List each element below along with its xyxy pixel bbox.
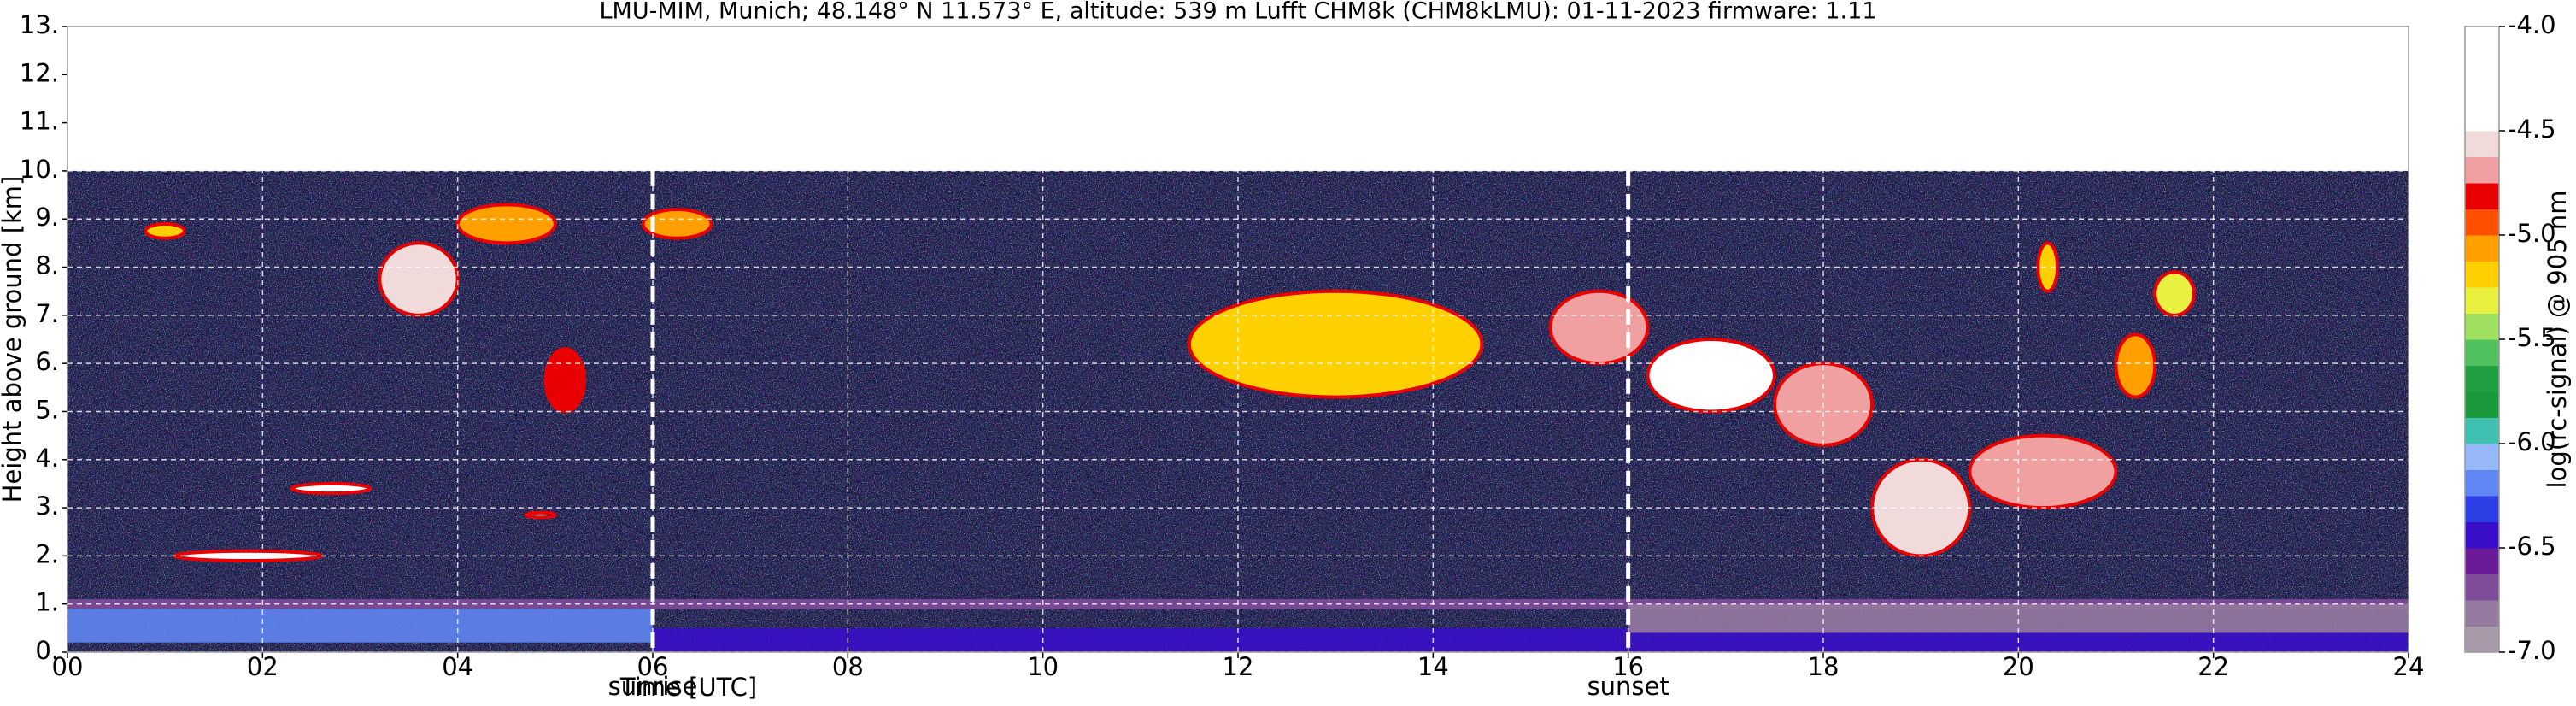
colorbar-segment: [2465, 52, 2499, 79]
x-tick-label: 22: [2198, 652, 2229, 681]
colorbar-tick-label: -5.5: [2508, 323, 2556, 352]
y-tick-label: 8.: [35, 251, 59, 280]
y-tick-label: 7.: [35, 299, 59, 328]
x-tick-label: 06: [637, 652, 669, 681]
colorbar-segment: [2465, 235, 2499, 262]
x-tick-label: 20: [2003, 652, 2034, 681]
colorbar-segment: [2465, 548, 2499, 574]
cloud: [1646, 338, 1776, 414]
cloud: [290, 481, 372, 496]
colorbar-tick-label: -7.0: [2508, 636, 2556, 665]
y-tick-label: 0.: [35, 636, 59, 665]
colorbar-segment: [2465, 521, 2499, 549]
x-tick-label: 12: [1223, 652, 1254, 681]
colorbar-segment: [2465, 156, 2499, 184]
colorbar-segment: [2465, 183, 2499, 209]
y-tick-label: 3.: [35, 491, 59, 521]
x-tick-label: 18: [1808, 652, 1840, 681]
y-tick-label: 11.: [20, 107, 59, 136]
y-tick-label: 1.: [35, 588, 59, 617]
x-tick-label: 04: [442, 652, 473, 681]
cloud: [455, 203, 557, 245]
annotation-label: sunset: [1587, 672, 1669, 701]
colorbar-segment: [2465, 131, 2499, 157]
cloud: [2153, 270, 2196, 317]
colorbar-segment: [2465, 391, 2499, 418]
cloud: [2036, 241, 2060, 293]
y-tick-label: 5.: [35, 395, 59, 424]
colorbar-segment: [2465, 444, 2499, 470]
colorbar-segment: [2465, 469, 2499, 497]
colorbar-segment: [2465, 104, 2499, 132]
colorbar-segment: [2465, 365, 2499, 392]
y-tick-label: 12.: [20, 58, 59, 87]
colorbar-tick-label: -6.5: [2508, 532, 2556, 561]
colorbar-segment: [2465, 600, 2499, 627]
y-axis-label: Height above ground [km]: [0, 176, 26, 503]
y-tick-label: 4.: [35, 444, 59, 473]
colorbar-segment: [2465, 26, 2499, 53]
signal-layer: [1628, 603, 2409, 633]
y-tick-label: 6.: [35, 347, 59, 376]
y-tick-label: 2.: [35, 539, 59, 568]
colorbar-tick-label: -5.0: [2508, 219, 2556, 248]
colorbar-segment: [2465, 574, 2499, 601]
cloud: [1187, 289, 1484, 399]
x-tick-label: 08: [832, 652, 864, 681]
cloud: [144, 221, 186, 240]
x-tick-label: 14: [1417, 652, 1449, 681]
cloud: [543, 347, 587, 414]
y-tick-label: 10.: [20, 155, 59, 184]
colorbar-tick-label: -6.0: [2508, 427, 2556, 456]
cloud: [378, 241, 460, 317]
colorbar-label: log(rc-signal) @ 905 nm: [2543, 191, 2572, 489]
colorbar-segment: [2465, 261, 2499, 288]
colorbar-segment: [2465, 417, 2499, 444]
x-tick-label: 10: [1027, 652, 1059, 681]
cloud: [1968, 433, 2118, 510]
chart-title: LMU-MIM, Munich; 48.148° N 11.573° E, al…: [600, 0, 1877, 25]
colorbar-segment: [2465, 209, 2499, 236]
y-tick-label: 13.: [20, 10, 59, 39]
colorbar-tick-label: -4.5: [2508, 115, 2556, 144]
y-tick-label: 9.: [35, 203, 59, 232]
colorbar-segment: [2465, 339, 2499, 366]
cloud: [2114, 332, 2157, 399]
signal-layer: [67, 609, 653, 643]
colorbar-segment: [2465, 287, 2499, 314]
colorbar-tick-label: -4.0: [2508, 10, 2556, 39]
cloud: [1548, 289, 1650, 366]
colorbar-segment: [2465, 496, 2499, 522]
cloud: [641, 207, 713, 240]
x-tick-label: 00: [52, 652, 84, 681]
colorbar-segment: [2465, 313, 2499, 340]
x-tick-label: 02: [247, 652, 279, 681]
annotation-label: sunrise: [608, 672, 698, 701]
x-tick-label: 24: [2393, 652, 2425, 681]
cloud: [524, 510, 557, 520]
colorbar-segment: [2465, 79, 2499, 105]
x-axis-label: Time [UTC]: [619, 673, 757, 702]
colorbar-segment: [2465, 626, 2499, 653]
x-tick-label: 16: [1612, 652, 1644, 681]
plot-frame: [67, 26, 2409, 653]
